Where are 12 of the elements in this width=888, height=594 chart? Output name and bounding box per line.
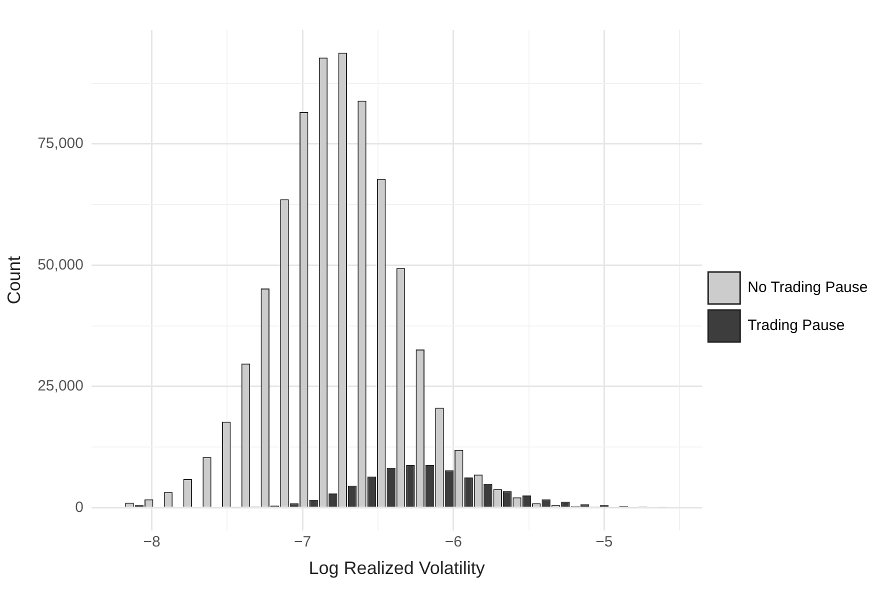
- y-tick-label: 50,000: [38, 256, 84, 274]
- x-tick-label: −5: [596, 534, 613, 551]
- legend-label: Trading Pause: [748, 317, 845, 334]
- x-tick-label: −8: [143, 534, 160, 551]
- x-tick-label: −6: [444, 534, 462, 551]
- x-axis-title: Log Realized Volatility: [308, 558, 485, 578]
- y-tick-label: 25,000: [38, 378, 84, 395]
- y-tick-label: 75,000: [38, 135, 84, 152]
- x-tick-label: −7: [294, 534, 312, 551]
- y-tick-label: 0: [75, 498, 84, 516]
- y-axis-title: Count: [4, 256, 24, 304]
- legend-label: No Trading Pause: [748, 279, 868, 296]
